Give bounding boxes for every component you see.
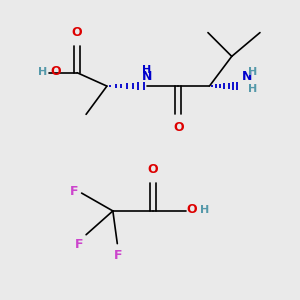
Text: N: N — [242, 70, 253, 83]
Text: O: O — [50, 65, 61, 78]
Text: H: H — [248, 67, 257, 77]
Text: O: O — [72, 26, 83, 39]
Text: H: H — [200, 205, 209, 215]
Text: N: N — [142, 70, 152, 83]
Text: H: H — [38, 67, 47, 76]
Text: F: F — [114, 249, 122, 262]
Text: H: H — [248, 84, 257, 94]
Text: H: H — [142, 65, 152, 75]
Text: O: O — [173, 121, 184, 134]
Text: F: F — [75, 238, 83, 251]
Text: O: O — [148, 163, 158, 176]
Text: F: F — [70, 185, 79, 198]
Text: O: O — [187, 203, 197, 216]
